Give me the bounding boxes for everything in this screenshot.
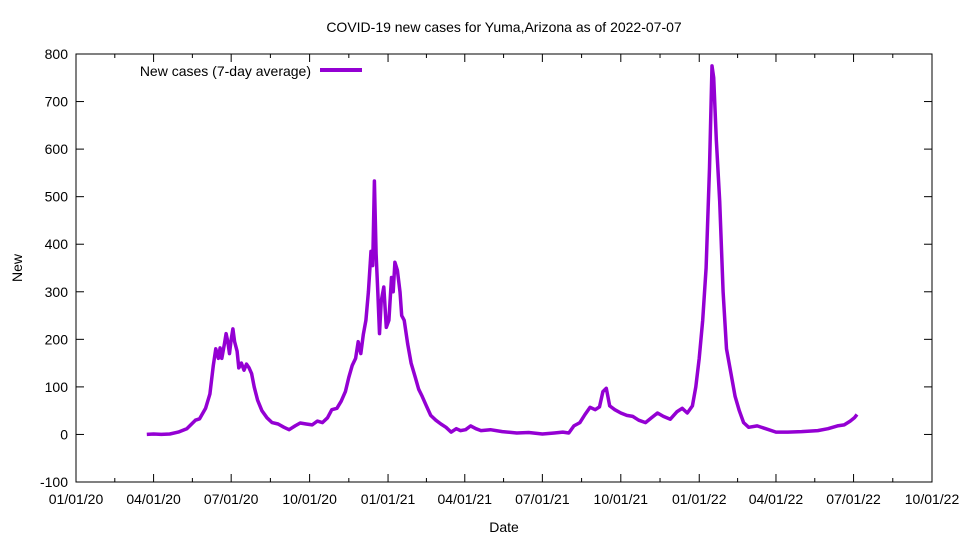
legend-label: New cases (7-day average) xyxy=(140,63,311,79)
plot-border xyxy=(75,53,933,483)
x-tick-label: 04/01/22 xyxy=(749,491,804,507)
y-tick-label: -100 xyxy=(40,474,68,490)
x-tick-label: 04/01/21 xyxy=(438,491,493,507)
x-tick-label: 01/01/20 xyxy=(49,491,104,507)
x-tick-label: 10/01/21 xyxy=(594,491,649,507)
y-axis-label: New xyxy=(9,253,25,282)
y-tick-label: 100 xyxy=(45,379,69,395)
y-tick-label: 800 xyxy=(45,46,69,62)
x-tick-label: 01/01/21 xyxy=(361,491,416,507)
series-layer xyxy=(146,64,859,437)
x-tick-label: 07/01/22 xyxy=(826,491,881,507)
legend: New cases (7-day average) xyxy=(140,63,362,79)
x-tick-label: 10/01/22 xyxy=(905,491,960,507)
y-tick-label: 200 xyxy=(45,331,69,347)
y-tick-label: 600 xyxy=(45,141,69,157)
x-tick-label: 07/01/20 xyxy=(204,491,259,507)
plot-area xyxy=(75,53,933,483)
y-tick-label: 500 xyxy=(45,189,69,205)
y-tick-label: 400 xyxy=(45,236,69,252)
y-axis: -100 0 100 200 300 400 500 600 700 800 xyxy=(40,46,932,490)
x-axis: 01/01/20 04/01/20 07/01/20 10/01/20 01/01/21… xyxy=(49,54,960,507)
x-tick-label: 07/01/21 xyxy=(515,491,570,507)
y-tick-label: 0 xyxy=(60,426,68,442)
y-tick-label: 300 xyxy=(45,284,69,300)
chart-title: COVID-19 new cases for Yuma,Arizona as o… xyxy=(326,19,682,35)
x-tick-label: 10/01/20 xyxy=(282,491,337,507)
x-axis-label: Date xyxy=(489,519,519,535)
y-tick-label: 700 xyxy=(45,94,69,110)
series-line xyxy=(146,64,859,437)
x-tick-label: 01/01/22 xyxy=(672,491,727,507)
x-tick-label: 04/01/20 xyxy=(126,491,181,507)
